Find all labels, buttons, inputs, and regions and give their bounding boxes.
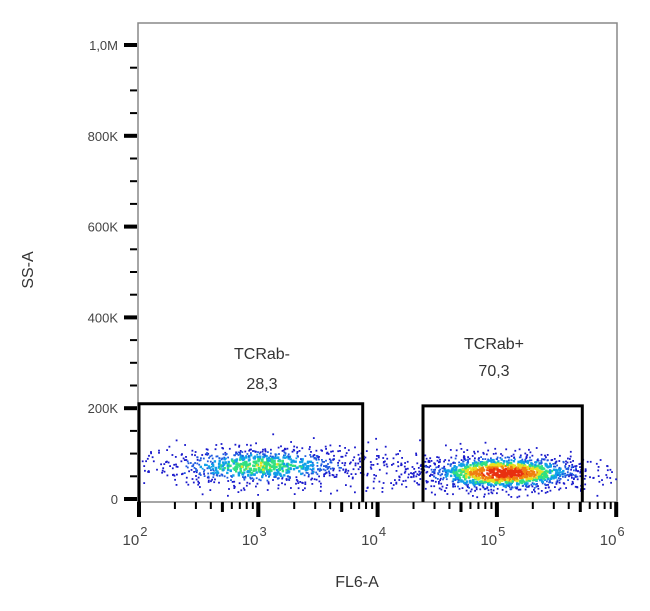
y-minor-tick <box>130 429 137 432</box>
y-minor-tick <box>130 66 137 69</box>
x-minor-tick <box>578 502 582 512</box>
x-minor-tick <box>596 502 599 509</box>
x-minor-tick <box>209 502 212 509</box>
x-tick-exponent: 5 <box>498 524 505 539</box>
x-tick-label: 103 <box>242 524 267 549</box>
y-minor-tick <box>130 271 137 273</box>
x-tick-label: 106 <box>600 524 625 549</box>
x-minor-tick <box>230 502 233 509</box>
y-minor-tick <box>130 89 137 92</box>
x-minor-tick <box>314 502 317 509</box>
gate-name-label: TCRab- <box>234 346 290 363</box>
x-major-tick <box>137 502 141 517</box>
x-tick-exponent: 2 <box>140 524 147 539</box>
gate-percent-label: 70,3 <box>478 363 509 380</box>
gate-tcrab-neg[interactable] <box>137 402 365 502</box>
y-minor-tick <box>130 248 137 251</box>
y-tick-label: 1,0M <box>89 38 118 53</box>
y-major-tick <box>124 224 137 229</box>
y-axis-label: SS-A <box>20 251 37 289</box>
x-minor-tick <box>412 502 415 509</box>
gate-percent-label: 28,3 <box>246 376 277 393</box>
y-major-tick <box>124 43 137 47</box>
data-points <box>141 433 617 499</box>
x-minor-tick <box>238 502 241 509</box>
y-axis: 0 200K 400K 600K 800K 1,0M <box>88 38 137 507</box>
x-minor-tick <box>251 502 254 509</box>
x-minor-tick <box>603 502 606 509</box>
x-minor-tick <box>433 502 436 509</box>
y-minor-tick <box>130 475 137 478</box>
x-minor-tick <box>358 502 361 509</box>
x-tick-label: 105 <box>480 524 505 549</box>
x-minor-tick <box>459 502 463 512</box>
y-minor-tick <box>130 112 137 115</box>
y-tick-label: 400K <box>88 310 119 325</box>
x-minor-tick <box>567 502 570 509</box>
x-minor-tick <box>371 502 374 509</box>
x-major-tick <box>256 502 261 517</box>
gates: TCRab- 28,3 TCRab+ 70,3 <box>137 336 584 502</box>
y-tick-label: 0 <box>111 492 118 507</box>
plot-frame <box>137 22 618 503</box>
x-axis: 102 103 104 105 106 <box>123 502 625 549</box>
x-minor-tick <box>340 502 344 512</box>
x-axis-label: FL6-A <box>335 574 379 591</box>
y-minor-tick <box>130 202 137 205</box>
y-tick-label: 800K <box>88 129 119 144</box>
x-tick-label: 104 <box>361 524 386 549</box>
x-minor-tick <box>490 502 493 509</box>
x-minor-tick <box>448 502 451 509</box>
x-minor-tick <box>350 502 353 509</box>
x-minor-tick <box>484 502 487 509</box>
y-minor-tick <box>130 339 137 342</box>
x-tick-exponent: 3 <box>260 524 267 539</box>
x-major-tick <box>494 502 499 517</box>
x-tick-label: 102 <box>123 524 148 549</box>
y-minor-tick <box>130 361 137 364</box>
x-minor-tick <box>531 502 534 509</box>
x-minor-tick <box>609 502 612 509</box>
y-tick-label: 200K <box>88 401 119 416</box>
gate-name-label: TCRab+ <box>464 336 524 353</box>
x-minor-tick <box>329 502 332 509</box>
x-minor-tick <box>365 502 368 509</box>
y-tick-label: 600K <box>88 220 119 235</box>
x-minor-tick <box>293 502 296 509</box>
y-minor-tick <box>130 384 137 387</box>
y-minor-tick <box>130 180 137 183</box>
x-major-tick <box>614 502 619 517</box>
x-minor-tick <box>194 502 197 509</box>
y-major-tick <box>124 406 137 411</box>
y-major-tick <box>124 133 137 138</box>
y-minor-tick <box>130 452 137 455</box>
y-major-tick <box>124 315 137 320</box>
x-minor-tick <box>469 502 472 509</box>
x-major-tick <box>375 502 380 517</box>
x-minor-tick <box>220 502 224 512</box>
y-major-tick <box>124 497 137 501</box>
x-tick-exponent: 6 <box>617 524 624 539</box>
x-tick-exponent: 4 <box>379 524 386 539</box>
y-minor-tick <box>130 293 137 296</box>
x-minor-tick <box>588 502 591 509</box>
x-minor-tick <box>552 502 555 509</box>
y-minor-tick <box>130 157 137 160</box>
gate-tcrab-pos[interactable] <box>421 404 584 502</box>
x-minor-tick <box>173 502 176 509</box>
x-minor-tick <box>245 502 248 509</box>
x-minor-tick <box>477 502 480 509</box>
